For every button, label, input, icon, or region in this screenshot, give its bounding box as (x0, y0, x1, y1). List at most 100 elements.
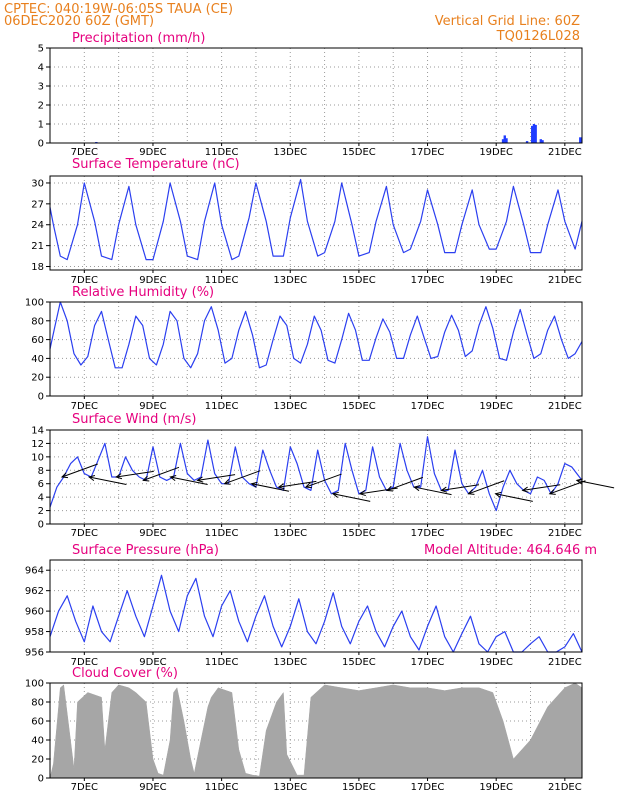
wind-xtick-label: 21DEC (548, 528, 582, 539)
temp-frame (49, 175, 583, 271)
wind-ytick-label: 8 (38, 466, 44, 477)
wind-frame (49, 429, 583, 525)
cloud-xtick-label: 7DEC (71, 782, 98, 793)
wind-arrowhead (413, 485, 421, 492)
pressure-series-line (49, 574, 583, 653)
rh-ytick-label: 100 (25, 298, 44, 309)
temp-xtick-label: 13DEC (273, 275, 307, 286)
header-code: TQ0126L028 (496, 29, 580, 44)
wind-arrow (170, 476, 208, 486)
pressure-xtick-label: 15DEC (342, 657, 376, 668)
wind-xtick-label: 17DEC (411, 528, 445, 539)
header-grid-note: Vertical Grid Line: 60Z (435, 14, 580, 29)
wind-title: Surface Wind (m/s) (72, 412, 196, 427)
precip-xtick-label: 7DEC (71, 147, 98, 158)
temp-series-line (49, 178, 583, 261)
temp-xtick-label: 7DEC (71, 275, 98, 286)
wind-xtick-label: 19DEC (479, 528, 513, 539)
header-station: CPTEC: 040:19W-06:05S TAUA (CE) (4, 2, 233, 17)
wind-ytick-label: 12 (31, 439, 44, 450)
precip-xtick-label: 9DEC (139, 147, 166, 158)
wind-ytick-label: 10 (31, 452, 44, 463)
pressure-xtick-label: 21DEC (548, 657, 582, 668)
cloud-xtick-label: 11DEC (205, 782, 239, 793)
wind-arrow (414, 486, 452, 496)
cloud-xtick-label: 17DEC (411, 782, 445, 793)
pressure-xtick-label: 17DEC (411, 657, 445, 668)
precip-ytick-label: 1 (38, 120, 44, 131)
wind-arrow (522, 484, 561, 491)
pressure-ytick-label: 956 (25, 648, 44, 659)
rh-frame (49, 301, 583, 397)
wind-arrow (143, 466, 180, 481)
precip-bar (534, 124, 537, 143)
precip-bar (579, 137, 582, 143)
cloud-xtick-label: 21DEC (548, 782, 582, 793)
cloud-ytick-label: 100 (25, 679, 44, 690)
wind-ytick-label: 2 (38, 506, 44, 517)
precip-ytick-label: 3 (38, 82, 44, 93)
wind-arrow (305, 473, 342, 488)
rh-xtick-label: 15DEC (342, 401, 376, 412)
rh-title: Relative Humidity (%) (72, 285, 214, 300)
rh-ytick-label: 20 (31, 373, 44, 384)
cloud-xtick-label: 19DEC (479, 782, 513, 793)
temp-xtick-label: 21DEC (548, 275, 582, 286)
wind-xtick-label: 11DEC (205, 528, 239, 539)
wind-arrowhead (386, 485, 394, 492)
wind-ytick-label: 4 (38, 493, 44, 504)
rh-xtick-label: 13DEC (273, 401, 307, 412)
pressure-title: Surface Pressure (hPa) (72, 543, 219, 558)
precip-bar (505, 138, 508, 143)
pressure-ytick-label: 958 (25, 627, 44, 638)
wind-arrow (387, 476, 424, 491)
pressure-ytick-label: 964 (25, 566, 44, 577)
precip-bar (541, 140, 544, 143)
pressure-xtick-label: 19DEC (479, 657, 513, 668)
precip-xtick-label: 11DEC (205, 147, 239, 158)
precip-bar (531, 125, 534, 143)
temp-title: Surface Temperature (nC) (72, 157, 240, 172)
wind-arrow (224, 470, 261, 485)
temp-ytick-label: 27 (31, 199, 44, 210)
cloud-ytick-label: 60 (31, 717, 44, 728)
rh-xtick-label: 21DEC (548, 401, 582, 412)
precip-bar (525, 141, 529, 143)
wind-arrowhead (169, 475, 177, 482)
precip-ytick-label: 5 (38, 44, 44, 55)
pressure-annotation: Model Altitude: 464.646 m (424, 543, 597, 558)
pressure-frame (49, 559, 583, 653)
wind-arrowhead (494, 491, 502, 498)
wind-xtick-label: 15DEC (342, 528, 376, 539)
precip-bar (503, 135, 506, 143)
wind-arrow (278, 480, 317, 488)
temp-xtick-label: 15DEC (342, 275, 376, 286)
wind-arrowhead (60, 472, 69, 479)
temp-ytick-label: 18 (31, 262, 44, 273)
rh-series-line (49, 301, 583, 369)
wind-arrowhead (304, 482, 312, 489)
cloud-area (49, 682, 583, 779)
cloud-ytick-label: 80 (31, 698, 44, 709)
cloud-ytick-label: 40 (31, 736, 44, 747)
precip-xtick-label: 19DEC (479, 147, 513, 158)
temp-ytick-label: 30 (31, 178, 44, 189)
pressure-ytick-label: 960 (25, 607, 44, 618)
precip-bar (539, 139, 543, 143)
pressure-xtick-label: 7DEC (71, 657, 98, 668)
wind-ytick-label: 0 (38, 520, 44, 531)
pressure-xtick-label: 11DEC (205, 657, 239, 668)
wind-ytick-label: 14 (31, 426, 44, 437)
precip-xtick-label: 15DEC (342, 147, 376, 158)
wind-series-line (49, 436, 583, 512)
wind-arrowhead (548, 489, 556, 495)
pressure-xtick-label: 9DEC (139, 657, 166, 668)
precip-bar (501, 139, 505, 143)
wind-xtick-label: 9DEC (139, 528, 166, 539)
wind-arrow (89, 476, 127, 486)
wind-arrowhead (87, 475, 96, 482)
wind-arrowhead (521, 486, 529, 493)
rh-ytick-label: 80 (31, 316, 44, 327)
temp-xtick-label: 17DEC (411, 275, 445, 286)
